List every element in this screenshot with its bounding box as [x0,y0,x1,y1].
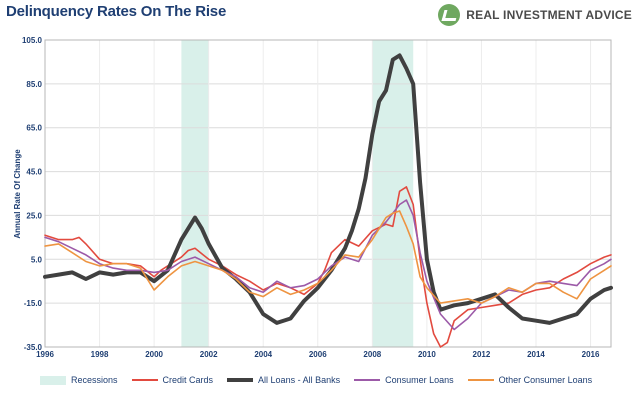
x-tick-label: 1996 [36,350,54,359]
legend-swatch [227,378,254,382]
x-tick-label: 2006 [309,350,327,359]
y-tick-label: 25.0 [26,211,42,220]
x-tick-label: 2004 [254,350,272,359]
brand-name: REAL INVESTMENT ADVICE [466,8,632,22]
legend-swatch [467,379,494,381]
y-tick-label: 105.0 [22,36,43,45]
legend-item: All Loans - All Banks [227,375,340,385]
series-line-all-loans-all-banks [43,53,613,325]
legend-item: Credit Cards [131,375,214,385]
legend-label: Recessions [71,375,118,385]
chart-title: Delinquency Rates On The Rise [6,3,227,20]
y-tick-label: 45.0 [26,168,42,177]
x-tick-label: 2008 [363,350,381,359]
x-tick-label: 1998 [91,350,109,359]
checkmark-logo-icon [438,4,461,26]
series-line-credit-cards [44,186,612,348]
y-tick-label: 85.0 [26,80,42,89]
legend-label: All Loans - All Banks [258,375,341,385]
legend-item: Other Consumer Loans [467,375,593,385]
legend-item: Consumer Loans [354,375,454,385]
plot-frame [44,39,612,348]
brand-logo: REAL INVESTMENT ADVICE [438,4,632,26]
x-tick-label: 2012 [473,350,491,359]
y-tick-label: -15.0 [24,299,43,308]
y-tick-label: -35.0 [24,343,43,352]
x-tick-label: 2016 [582,350,600,359]
legend-swatch [354,379,381,381]
legend-label: Consumer Loans [385,375,454,385]
legend-label: Credit Cards [162,375,214,385]
x-tick-label: 2014 [527,350,545,359]
legend-swatch [40,375,66,385]
x-tick-label: 2010 [418,350,436,359]
recession-band [181,40,209,347]
series-line-other-consumer-loans [44,210,612,304]
x-tick-label: 2002 [200,350,218,359]
legend-item: Recessions [40,375,118,385]
y-tick-label: 5.0 [31,255,43,264]
chart-legend: Recessions Credit Cards All Loans - All Ba… [40,372,636,388]
legend-swatch [131,379,158,381]
y-tick-label: 65.0 [26,124,42,133]
y-axis-label: Annual Rate Of Change [13,149,22,239]
recession-band [372,40,414,347]
legend-label: Other Consumer Loans [498,375,593,385]
x-tick-label: 2000 [145,350,163,359]
